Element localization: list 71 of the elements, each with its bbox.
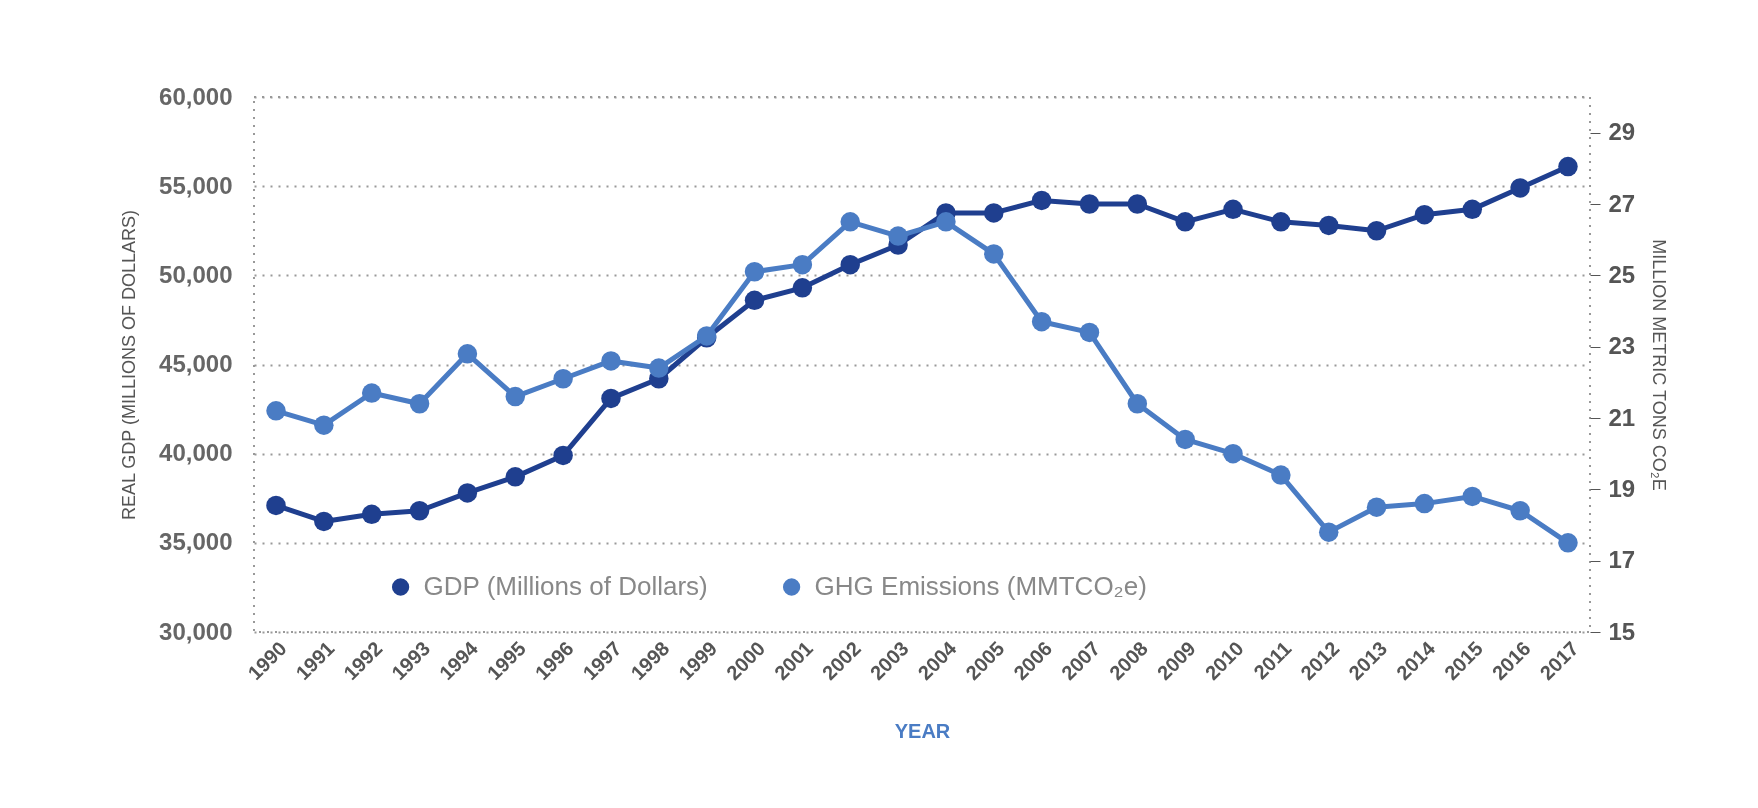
point bbox=[1175, 212, 1195, 232]
point bbox=[1318, 522, 1339, 542]
point bbox=[457, 344, 478, 364]
y2-tick-label: 27 bbox=[1608, 189, 1636, 217]
y-tick-label: 30,000 bbox=[159, 617, 233, 645]
x-axis-title: YEAR bbox=[894, 720, 951, 743]
y-tick-label: 40,000 bbox=[159, 439, 233, 467]
point bbox=[888, 226, 908, 246]
point bbox=[314, 511, 334, 532]
point bbox=[361, 383, 382, 403]
point bbox=[936, 212, 956, 232]
point bbox=[601, 351, 621, 371]
point bbox=[744, 262, 765, 282]
point bbox=[1558, 156, 1578, 177]
y-tick-label: 50,000 bbox=[159, 260, 233, 288]
point bbox=[1079, 194, 1100, 214]
point bbox=[840, 212, 860, 232]
point bbox=[792, 278, 813, 298]
y2-tick-label: 29 bbox=[1608, 118, 1636, 146]
point bbox=[601, 388, 621, 409]
y2-tick-label: 21 bbox=[1608, 403, 1636, 431]
point bbox=[1031, 190, 1052, 211]
point bbox=[1223, 199, 1243, 220]
point bbox=[1414, 493, 1435, 514]
point bbox=[1271, 212, 1291, 232]
point bbox=[1510, 501, 1530, 521]
legend-label: GDP (Millions of Dollars) bbox=[423, 571, 708, 601]
point bbox=[1462, 486, 1483, 507]
y2-tick-label: 17 bbox=[1608, 546, 1636, 574]
y2-tick-label: 25 bbox=[1608, 260, 1636, 288]
point bbox=[1366, 497, 1387, 517]
point bbox=[744, 290, 765, 311]
point bbox=[457, 483, 478, 503]
point bbox=[505, 467, 526, 487]
point bbox=[266, 401, 286, 421]
point bbox=[1318, 215, 1339, 236]
point bbox=[984, 203, 1004, 223]
point bbox=[1127, 194, 1148, 214]
y-tick-label: 35,000 bbox=[159, 528, 233, 556]
legend-label: GHG Emissions (MMTCO₂e) bbox=[814, 571, 1147, 601]
point bbox=[553, 445, 573, 466]
point bbox=[1127, 394, 1148, 414]
point bbox=[1223, 443, 1243, 464]
y2-tick-label: 23 bbox=[1608, 332, 1636, 360]
point bbox=[409, 394, 430, 414]
point bbox=[409, 501, 430, 521]
point bbox=[505, 386, 526, 407]
point bbox=[1366, 221, 1387, 241]
point bbox=[1079, 322, 1100, 343]
point bbox=[1510, 178, 1530, 198]
y-tick-label: 55,000 bbox=[159, 171, 233, 199]
point bbox=[361, 504, 382, 525]
point bbox=[1558, 533, 1578, 553]
y2-tick-label: 15 bbox=[1608, 617, 1636, 645]
point bbox=[266, 495, 286, 516]
point bbox=[984, 244, 1004, 264]
y-tick-label: 60,000 bbox=[159, 82, 233, 110]
point bbox=[792, 254, 813, 275]
point bbox=[314, 415, 334, 435]
point bbox=[1462, 199, 1483, 220]
y2-axis-title: MILLION METRIC TONS CO₂E bbox=[1649, 239, 1670, 491]
y2-tick-label: 19 bbox=[1608, 474, 1636, 502]
point bbox=[553, 369, 573, 389]
point bbox=[840, 254, 860, 275]
point bbox=[1414, 204, 1435, 225]
point bbox=[1175, 429, 1195, 450]
point bbox=[1271, 465, 1291, 485]
y-axis-title: REAL GDP (MILLIONS OF DOLLARS) bbox=[119, 209, 140, 521]
point bbox=[649, 358, 669, 378]
point bbox=[1031, 311, 1052, 332]
y-tick-label: 45,000 bbox=[159, 350, 233, 377]
